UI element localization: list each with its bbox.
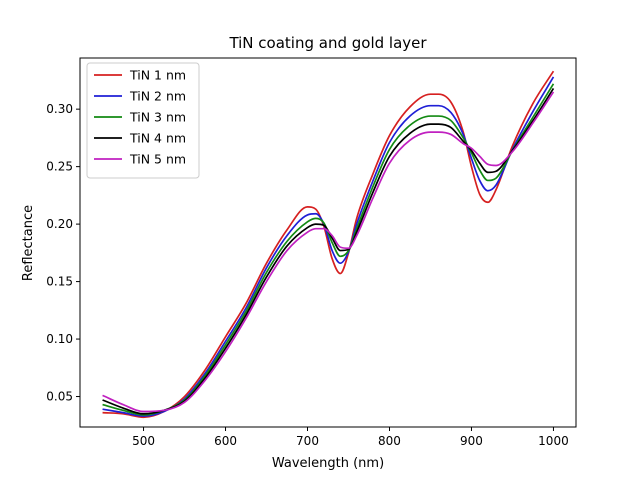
y-axis-label: Reflectance	[21, 205, 36, 281]
legend-box	[86, 62, 200, 179]
y-tick-label: 0.15	[46, 275, 73, 289]
series-line-3	[102, 83, 555, 416]
x-tick-label: 700	[296, 434, 319, 448]
legend: TiN 1 nm TiN 2 nm TiN 3 nm TiN 4 nm TiN 5 nm	[86, 62, 200, 179]
legend-label: TiN 5 nm	[129, 152, 186, 167]
x-tick-label: 1000	[538, 434, 569, 448]
y-tick-label: 0.20	[46, 217, 73, 231]
y-tick-label: 0.25	[46, 160, 73, 174]
legend-label: TiN 2 nm	[129, 89, 186, 104]
series-layer	[102, 70, 555, 419]
x-tick-label: 900	[460, 434, 483, 448]
x-tick-label: 600	[214, 434, 237, 448]
x-axis: 500 600 700 800 900 1000	[132, 427, 569, 448]
y-tick-label: 0.30	[46, 102, 73, 116]
chart-title: TiN coating and gold layer	[228, 34, 427, 52]
legend-label: TiN 4 nm	[129, 131, 186, 146]
y-tick-label: 0.10	[46, 332, 73, 346]
x-axis-label: Wavelength (nm)	[272, 456, 384, 471]
series-line-4	[102, 88, 555, 415]
plot-frame	[79, 57, 577, 428]
x-tick-label: 800	[378, 434, 401, 448]
y-tick-label: 0.05	[46, 390, 73, 404]
x-tick-label: 500	[132, 434, 155, 448]
y-axis: 0.05 0.10 0.15 0.20 0.25 0.30	[46, 102, 80, 404]
series-line-5	[102, 91, 555, 413]
legend-label: TiN 3 nm	[129, 110, 186, 125]
legend-label: TiN 1 nm	[129, 68, 186, 83]
